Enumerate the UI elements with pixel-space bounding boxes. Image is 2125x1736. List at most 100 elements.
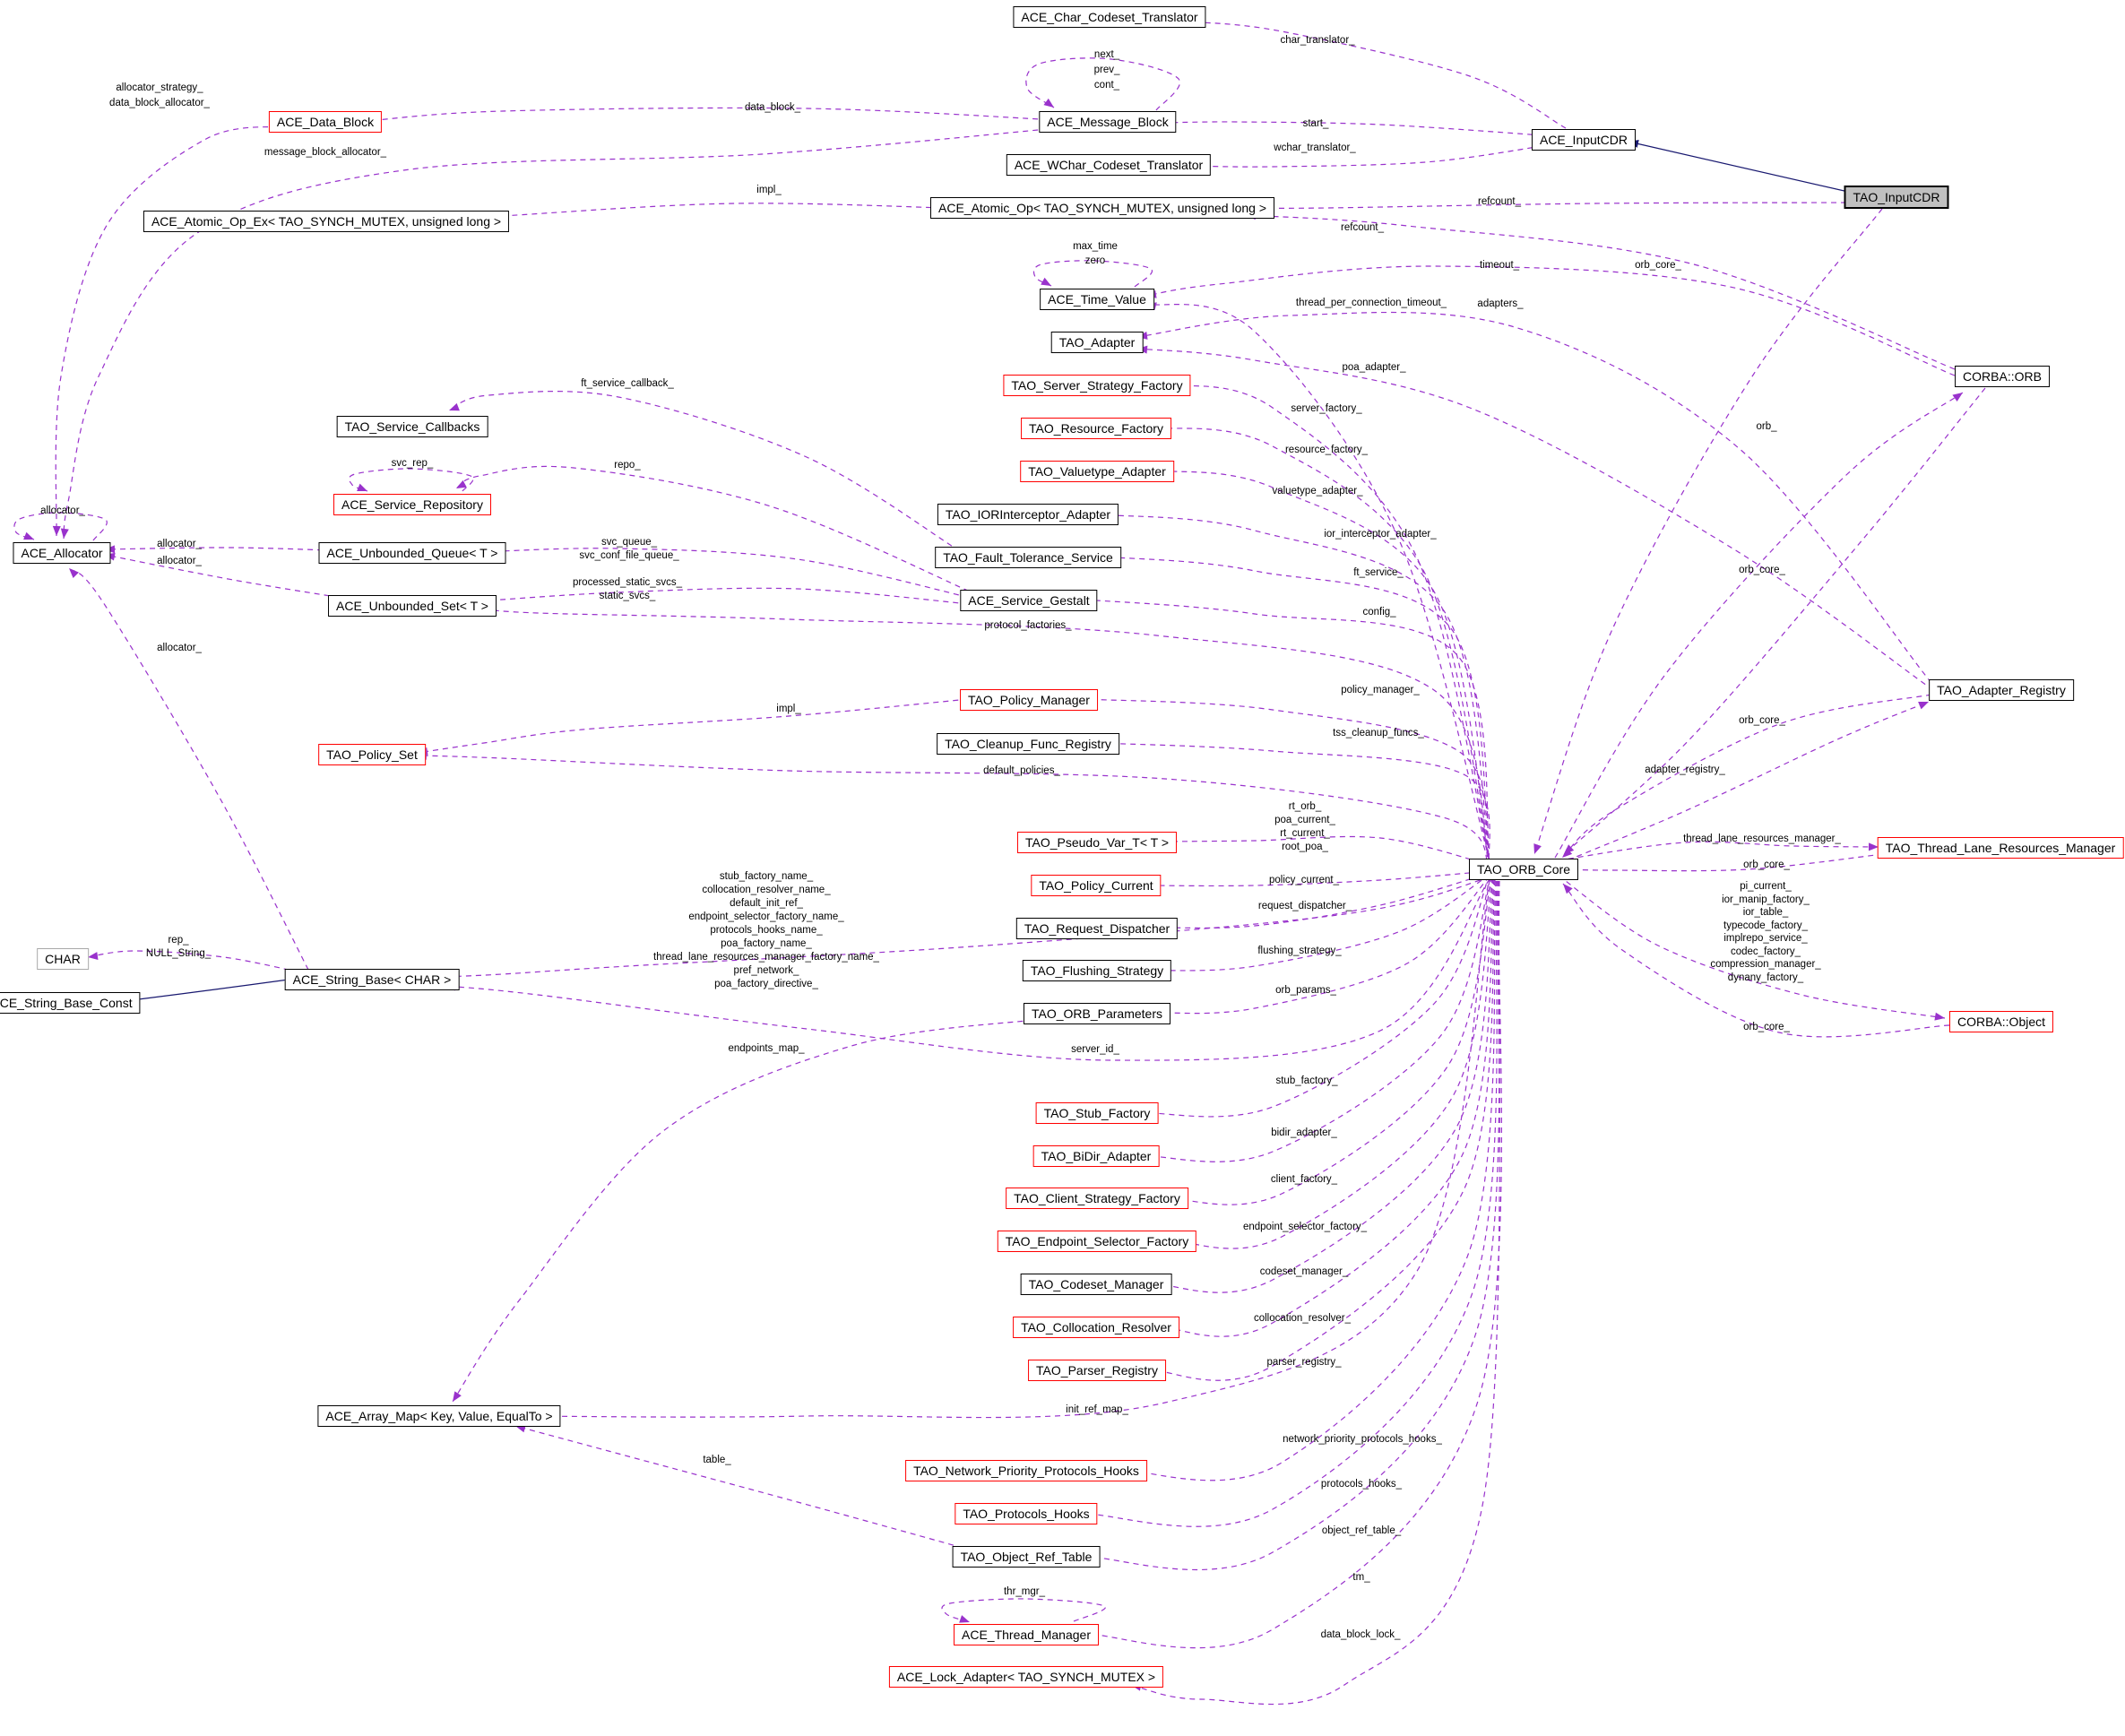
edge-adapters <box>1136 311 1932 684</box>
edge-label-object-ref-table: object_ref_table_ <box>1321 1525 1402 1536</box>
edge-label-data-block: data_block_ <box>744 102 801 113</box>
edge-message-block-self <box>1025 57 1181 111</box>
node-tao-orb-parameters[interactable]: TAO_ORB_Parameters <box>1023 1003 1171 1024</box>
node-ace-service-gestalt[interactable]: ACE_Service_Gestalt <box>960 590 1098 611</box>
edge-repo <box>455 465 979 596</box>
edge-label-allocator-queue: allocator_ <box>157 539 202 549</box>
edge-label-collocation-resolver: collocation_resolver_ <box>1253 1313 1352 1324</box>
node-tao-flushing-strategy[interactable]: TAO_Flushing_Strategy <box>1022 960 1172 981</box>
node-ace-lock-adapter[interactable]: ACE_Lock_Adapter< TAO_SYNCH_MUTEX > <box>888 1666 1164 1688</box>
edge-refcount-orb <box>1245 212 1956 370</box>
node-ace-wchar-codeset-translator[interactable]: ACE_WChar_Codeset_Translator <box>1006 154 1212 176</box>
edge-label-poa-adapter: poa_adapter_ <box>1342 362 1406 373</box>
node-tao-client-strategy-factory[interactable]: TAO_Client_Strategy_Factory <box>1006 1188 1188 1209</box>
edge-orb-core-from-corba-object <box>1562 883 1950 1038</box>
edge-label-next-prev-cont: next_ prev_ cont_ <box>1093 49 1120 91</box>
node-tao-cleanup-func-registry[interactable]: TAO_Cleanup_Func_Registry <box>937 733 1119 755</box>
edge-orb-core-from-tao-inputcdr <box>1533 208 1883 855</box>
edge-label-parser-registry: parser_registry_ <box>1266 1357 1342 1368</box>
edge-allocator-self <box>13 512 108 541</box>
edge-label-allocator-strategy: allocator_strategy_ data_block_allocator… <box>109 82 210 108</box>
arrowhead-icon <box>449 402 460 411</box>
node-tao-thread-lane-resources-manager[interactable]: TAO_Thread_Lane_Resources_Manager <box>1877 837 2124 859</box>
node-ace-allocator[interactable]: ACE_Allocator <box>13 542 111 564</box>
node-tao-endpoint-selector-factory[interactable]: TAO_Endpoint_Selector_Factory <box>997 1231 1197 1252</box>
edge-rep-null-string <box>87 950 309 975</box>
node-ace-atomic-op[interactable]: ACE_Atomic_Op< TAO_SYNCH_MUTEX, unsigned… <box>930 197 1274 219</box>
edge-label-ior-interceptor-adapter: ior_interceptor_adapter_ <box>1324 529 1437 540</box>
arrowhead-icon <box>1533 843 1542 854</box>
node-ace-atomic-op-ex[interactable]: ACE_Atomic_Op_Ex< TAO_SYNCH_MUTEX, unsig… <box>143 211 510 232</box>
node-tao-request-dispatcher[interactable]: TAO_Request_Dispatcher <box>1015 918 1179 939</box>
edge-label-data-block-lock: data_block_lock_ <box>1320 1629 1401 1640</box>
edge-label-thread-lane-resources-manager: thread_lane_resources_manager_ <box>1683 833 1841 844</box>
edge-label-stub-factory: stub_factory_ <box>1275 1075 1338 1086</box>
edge-label-bidir-adapter: bidir_adapter_ <box>1271 1127 1337 1138</box>
edge-label-valuetype-adapter: valuetype_adapter_ <box>1272 486 1363 497</box>
edge-label-init-ref-map: init_ref_map_ <box>1066 1404 1128 1415</box>
edge-bidir-adapter <box>1146 875 1491 1162</box>
edge-orb <box>1554 392 1964 859</box>
arrowhead-icon <box>456 479 467 488</box>
node-tao-network-priority-protocols-hooks[interactable]: TAO_Network_Priority_Protocols_Hooks <box>905 1460 1147 1481</box>
node-tao-fault-tolerance-service[interactable]: TAO_Fault_Tolerance_Service <box>935 547 1121 568</box>
node-tao-adapter[interactable]: TAO_Adapter <box>1050 332 1144 353</box>
node-tao-stub-factory[interactable]: TAO_Stub_Factory <box>1035 1102 1159 1124</box>
node-ace-string-base-char[interactable]: ACE_String_Base< CHAR > <box>284 969 460 990</box>
node-ace-thread-manager[interactable]: ACE_Thread_Manager <box>954 1624 1099 1645</box>
node-ace-string-base-const[interactable]: ACE_String_Base_Const <box>0 992 141 1014</box>
node-tao-protocols-hooks[interactable]: TAO_Protocols_Hooks <box>955 1503 1098 1524</box>
edge-label-tss-cleanup-funcs: tss_cleanup_funcs_ <box>1333 728 1424 738</box>
edge-label-svc-queue: svc_queue_ svc_conf_file_queue_ <box>579 537 679 561</box>
node-tao-inputcdr[interactable]: TAO_InputCDR <box>1844 186 1949 209</box>
edge-adapter-registry <box>1558 701 1930 865</box>
node-tao-resource-factory[interactable]: TAO_Resource_Factory <box>1021 418 1171 439</box>
node-ace-char-codeset-translator[interactable]: ACE_Char_Codeset_Translator <box>1013 6 1206 28</box>
edge-label-config: config_ <box>1362 607 1396 618</box>
node-tao-orb-core[interactable]: TAO_ORB_Core <box>1469 859 1578 880</box>
node-ace-unbounded-set[interactable]: ACE_Unbounded_Set< T > <box>328 595 497 617</box>
node-corba-orb[interactable]: CORBA::ORB <box>1955 366 2050 387</box>
node-ace-array-map[interactable]: ACE_Array_Map< Key, Value, EqualTo > <box>317 1405 561 1427</box>
node-tao-valuetype-adapter[interactable]: TAO_Valuetype_Adapter <box>1020 461 1174 482</box>
arrowhead-icon <box>23 531 34 540</box>
edge-flushing-strategy <box>1155 874 1490 974</box>
node-ace-data-block[interactable]: ACE_Data_Block <box>268 111 383 133</box>
edge-label-impl-policy-set: impl_ <box>776 704 801 714</box>
edge-label-endpoint-selector-factory: endpoint_selector_factory_ <box>1242 1222 1368 1232</box>
node-char[interactable]: CHAR <box>37 948 89 970</box>
node-tao-codeset-manager[interactable]: TAO_Codeset_Manager <box>1020 1274 1172 1295</box>
arrowhead-icon <box>69 568 79 578</box>
node-tao-bidir-adapter[interactable]: TAO_BiDir_Adapter <box>1032 1145 1160 1167</box>
edge-label-protocol-factories: protocol_factories_ <box>984 620 1072 631</box>
node-tao-server-strategy-factory[interactable]: TAO_Server_Strategy_Factory <box>1003 375 1191 396</box>
node-ace-time-value[interactable]: ACE_Time_Value <box>1040 289 1154 310</box>
arrowhead-icon <box>357 483 367 491</box>
node-tao-policy-current[interactable]: TAO_Policy_Current <box>1031 875 1162 896</box>
node-ace-inputcdr[interactable]: ACE_InputCDR <box>1531 129 1637 151</box>
node-tao-adapter-registry[interactable]: TAO_Adapter_Registry <box>1929 679 2074 701</box>
edge-table <box>514 1424 973 1551</box>
node-ace-unbounded-queue[interactable]: ACE_Unbounded_Queue< T > <box>318 542 506 564</box>
node-tao-service-callbacks[interactable]: TAO_Service_Callbacks <box>336 416 488 437</box>
node-tao-object-ref-table[interactable]: TAO_Object_Ref_Table <box>952 1546 1101 1568</box>
edge-thread-manager-self <box>941 1598 1106 1623</box>
node-ace-service-repository[interactable]: ACE_Service_Repository <box>333 494 491 515</box>
edge-label-orb-core-b: orb_core_ <box>1739 565 1785 575</box>
edge-label-adapter-registry: adapter_registry_ <box>1645 764 1725 775</box>
node-tao-policy-set[interactable]: TAO_Policy_Set <box>318 744 426 765</box>
node-tao-parser-registry[interactable]: TAO_Parser_Registry <box>1028 1360 1166 1381</box>
node-corba-object[interactable]: CORBA::Object <box>1948 1011 2054 1032</box>
node-tao-collocation-resolver[interactable]: TAO_Collocation_Resolver <box>1013 1317 1179 1338</box>
node-tao-pseudo-var-t[interactable]: TAO_Pseudo_Var_T< T > <box>1016 832 1178 853</box>
arrowhead-icon <box>959 1615 970 1623</box>
edge-label-allocator-self: allocator_ <box>40 505 85 516</box>
node-tao-iorinterceptor-adapter[interactable]: TAO_IORInterceptor_Adapter <box>937 504 1119 525</box>
edge-allocator-string <box>68 567 309 971</box>
edge-data-block-lock <box>1130 880 1500 1706</box>
edge-inherit-tao-inputcdr-ace-inputcdr <box>1628 140 1857 194</box>
node-tao-policy-manager[interactable]: TAO_Policy_Manager <box>960 689 1098 711</box>
arrowhead-icon <box>1934 1012 1945 1021</box>
edge-label-tm: tm_ <box>1352 1572 1370 1583</box>
node-ace-message-block[interactable]: ACE_Message_Block <box>1039 111 1177 133</box>
